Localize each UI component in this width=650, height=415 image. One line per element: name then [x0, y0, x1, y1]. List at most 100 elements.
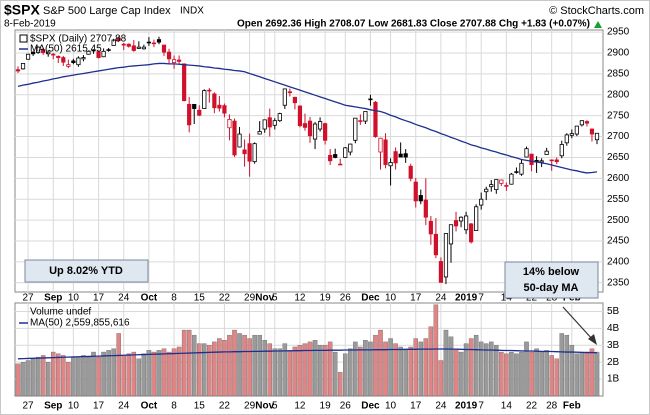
date: 8-Feb-2019	[4, 19, 56, 30]
volume-bar	[252, 334, 257, 397]
candle-body	[589, 128, 595, 135]
candle-body	[554, 159, 559, 163]
volume-bar	[101, 351, 106, 397]
candle-body	[272, 120, 277, 126]
x-tick-label: 24	[435, 293, 447, 304]
volume-bar	[207, 345, 212, 397]
volume-bar	[197, 343, 202, 397]
x-tick-label: 8	[171, 401, 177, 412]
candle-body	[187, 103, 192, 126]
volume-bar	[247, 338, 252, 397]
volume-bar	[524, 341, 529, 397]
volume-bar	[297, 345, 303, 397]
volume-bar	[504, 353, 509, 397]
candle-body	[353, 117, 358, 141]
volume-bar	[237, 333, 242, 397]
volume-bar	[302, 343, 308, 397]
volume-bar	[111, 348, 116, 397]
volume-bar	[353, 341, 358, 397]
volume-bar	[217, 338, 222, 397]
volume-bar	[453, 348, 459, 397]
candle-body	[383, 139, 388, 165]
index-name: S&P 500 Large Cap Index	[43, 5, 171, 17]
volume-bar	[428, 326, 434, 397]
candle-body	[76, 57, 81, 66]
volume-bar	[25, 360, 31, 397]
volume-bar	[574, 353, 580, 397]
candle-body	[393, 151, 398, 164]
volume-bar	[579, 351, 585, 397]
candle-body	[559, 144, 564, 157]
volume-bar	[232, 329, 237, 397]
candle-body	[36, 46, 41, 53]
moving-average	[17, 62, 598, 174]
x-tick-label: Dec	[361, 293, 380, 304]
candle-body	[514, 171, 519, 173]
candle-body	[579, 120, 584, 126]
volume-bar	[257, 334, 262, 397]
volume-bar	[594, 351, 600, 397]
candle-body	[539, 160, 544, 163]
volume-bar	[292, 346, 298, 397]
volume-bar	[564, 334, 570, 397]
y-tick-label: 1B	[607, 374, 620, 385]
volume-bar	[383, 341, 388, 397]
volume-bar	[126, 353, 132, 397]
volume-bar	[443, 329, 449, 397]
candle-body	[458, 216, 464, 222]
annotation-arrow	[562, 306, 594, 341]
volume-bar	[156, 350, 162, 397]
volume-bar	[71, 356, 76, 397]
y-tick-label: 2750	[607, 110, 630, 121]
volume-bar	[348, 348, 353, 397]
candle-body	[106, 49, 111, 51]
candle-body	[373, 101, 378, 137]
volume-bar	[368, 341, 373, 397]
volume-bar	[393, 343, 398, 397]
volume-bar	[473, 334, 479, 397]
candle-body	[282, 88, 287, 106]
volume-bar	[398, 346, 403, 397]
volume-bar	[15, 363, 21, 397]
volume-bar	[463, 343, 469, 397]
candle-body	[146, 41, 152, 44]
y-tick-label: 2900	[607, 48, 630, 59]
legend-volume-ma: MA(50) 2,559,855,616	[30, 318, 130, 329]
volume-bar	[166, 351, 172, 397]
x-tick-label: Oct	[141, 401, 158, 412]
candle-body	[86, 50, 91, 55]
volume-bar	[478, 341, 484, 397]
x-tick-label: 10	[385, 293, 397, 304]
x-tick-label: 10	[68, 293, 80, 304]
volume-bar	[176, 346, 182, 397]
volume-bar	[35, 356, 41, 397]
volume-bar	[433, 304, 439, 397]
volume-bar	[76, 356, 81, 397]
candle-body	[20, 63, 26, 70]
candle-body	[232, 120, 237, 156]
volume-bar	[121, 355, 126, 397]
candle-body	[31, 51, 36, 55]
volume-bar	[327, 341, 333, 397]
candle-body	[222, 105, 227, 114]
x-tick-label: 19	[320, 401, 332, 412]
candle-body	[524, 148, 529, 158]
candle-body	[197, 109, 202, 116]
x-tick-label: Dec	[361, 401, 380, 412]
candle-body	[297, 105, 303, 127]
volume-bar	[337, 372, 343, 397]
volume-bar	[171, 348, 177, 397]
volume-bar	[81, 355, 86, 397]
credit: © StockCharts.com	[549, 5, 644, 17]
candle-body	[81, 57, 86, 60]
exchange: INDX	[180, 6, 204, 17]
x-tick-label: Nov	[255, 401, 274, 412]
volume-bar	[569, 345, 575, 397]
x-tick-label: 15	[194, 293, 206, 304]
x-tick-label: 29	[244, 401, 256, 412]
candle-body	[121, 43, 126, 46]
volume-bar	[423, 338, 429, 397]
x-tick-label: 12	[294, 401, 306, 412]
candle-body	[574, 125, 579, 135]
volume-bar	[534, 348, 539, 397]
